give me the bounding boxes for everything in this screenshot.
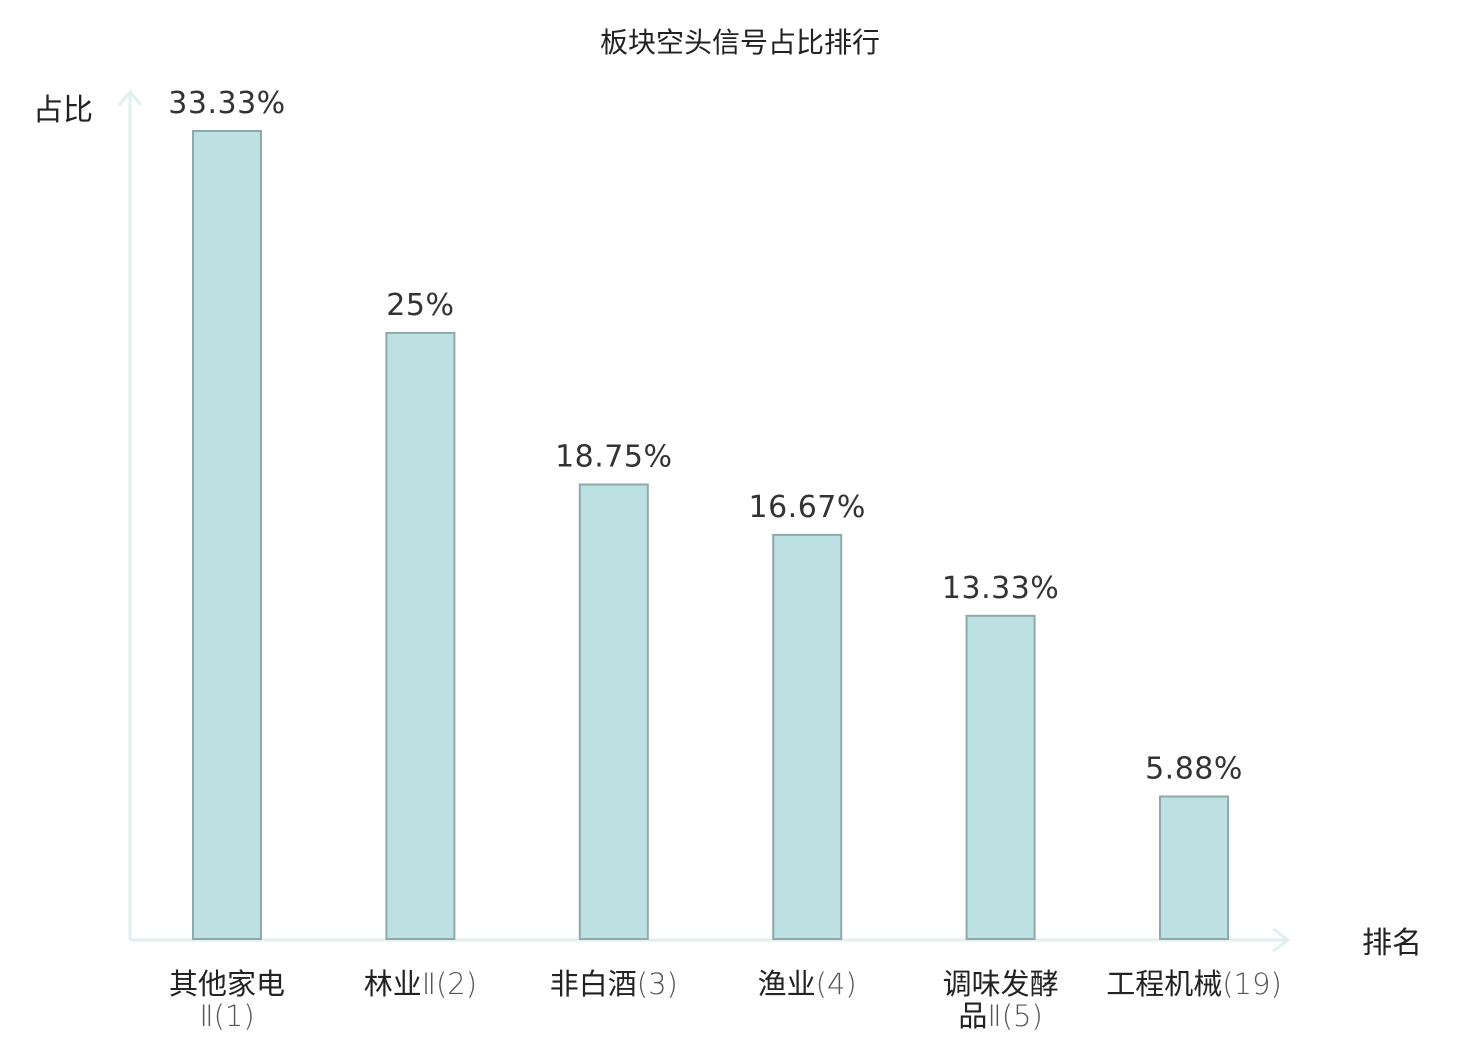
y-axis-arrow <box>117 89 143 106</box>
x-tick-label-line2: 品Ⅱ(5) <box>958 999 1042 1033</box>
x-tick-label: 调味发酵 <box>943 967 1059 1001</box>
bar <box>1159 795 1229 940</box>
y-axis-label: 占比 <box>33 93 93 128</box>
x-tick-label: 工程机械(19) <box>1106 967 1282 1001</box>
bar <box>192 130 262 940</box>
x-tick-label-line2: Ⅱ(1) <box>199 999 254 1033</box>
axes <box>117 89 1291 953</box>
x-axis-label: 排名 <box>1362 926 1422 961</box>
bar-value-label: 18.75% <box>555 440 672 475</box>
chart-title: 板块空头信号占比排行 <box>600 26 880 59</box>
bar-value-label: 16.67% <box>749 490 866 525</box>
bars <box>192 130 1229 941</box>
x-tick-label: 林业Ⅱ(2) <box>364 967 477 1001</box>
value-labels: 33.33% 25% 18.75% 16.67% 13.33% 5.88% <box>168 86 1243 787</box>
bar <box>965 614 1036 940</box>
x-tick-label: 其他家电 <box>169 967 285 1001</box>
bar-value-label: 25% <box>386 288 454 323</box>
x-tick-label: 非白酒(3) <box>550 967 678 1001</box>
x-axis-arrow <box>1272 927 1291 953</box>
bar-value-label: 5.88% <box>1145 752 1243 787</box>
bar <box>385 331 456 940</box>
bar-value-label: 13.33% <box>942 571 1059 606</box>
bar-value-label: 33.33% <box>168 86 285 121</box>
bar <box>772 533 843 941</box>
bar <box>578 483 649 940</box>
x-tick-label: 渔业(4) <box>758 967 857 1001</box>
